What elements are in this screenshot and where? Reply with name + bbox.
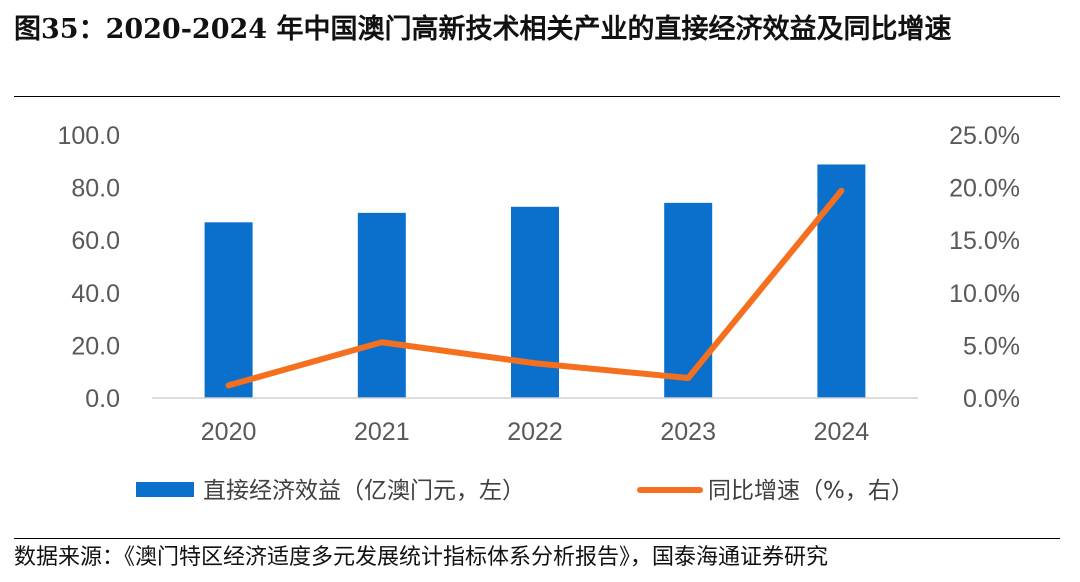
left-tick-label: 60.0 (71, 227, 120, 255)
left-tick-label: 100.0 (57, 122, 120, 150)
growth-point-2022 (534, 362, 536, 364)
x-tick-label: 2022 (507, 418, 563, 446)
source-divider (14, 538, 1060, 539)
legend-bar-swatch (136, 482, 194, 497)
source-note: 数据来源：《澳门特区经济适度多元发展统计指标体系分析报告》，国泰海通证券研究 (14, 545, 829, 570)
right-tick-label: 5.0% (963, 332, 1020, 360)
x-tick-label: 2024 (814, 418, 870, 446)
right-axis-ticks: 0.0% 5.0% 10.0% 15.0% 20.0% 25.0% (949, 122, 1020, 413)
right-tick-label: 20.0% (949, 175, 1020, 203)
legend-line-label: 同比增速（%，右） (708, 478, 914, 504)
right-tick-label: 15.0% (949, 227, 1020, 255)
growth-point-2020 (228, 384, 230, 386)
growth-point-2024 (840, 190, 842, 192)
right-tick-label: 10.0% (949, 280, 1020, 308)
bar-2023 (664, 202, 713, 398)
legend-bar-label: 直接经济效益（亿澳门元，左） (203, 478, 525, 504)
left-tick-label: 20.0 (71, 332, 120, 360)
left-tick-label: 80.0 (71, 175, 120, 203)
x-tick-label: 2020 (201, 418, 257, 446)
bar-2020 (204, 222, 253, 398)
legend: 直接经济效益（亿澳门元，左） 同比增速（%，右） (136, 478, 914, 504)
growth-point-2023 (687, 377, 689, 379)
bar-2022 (511, 206, 559, 398)
combo-chart: 0.0 20.0 40.0 60.0 80.0 100.0 0.0% 5.0% 10.0% 15… (57, 122, 1020, 504)
bar-2021 (357, 212, 406, 398)
growth-point-2021 (381, 341, 383, 343)
title-divider (14, 96, 1060, 97)
x-axis-ticks: 2020 2021 2022 2023 2024 (201, 418, 870, 446)
right-tick-label: 0.0% (963, 385, 1020, 413)
right-tick-label: 25.0% (949, 122, 1020, 150)
line-series (225, 187, 845, 389)
x-tick-label: 2023 (660, 418, 716, 446)
left-tick-label: 0.0 (85, 385, 120, 413)
x-tick-label: 2021 (354, 418, 410, 446)
left-tick-label: 40.0 (71, 280, 120, 308)
bar-2024 (817, 164, 866, 398)
chart-title: 图35：2020-2024 年中国澳门高新技术相关产业的直接经济效益及同比增速 (14, 14, 952, 45)
left-axis-ticks: 0.0 20.0 40.0 60.0 80.0 100.0 (57, 122, 120, 413)
